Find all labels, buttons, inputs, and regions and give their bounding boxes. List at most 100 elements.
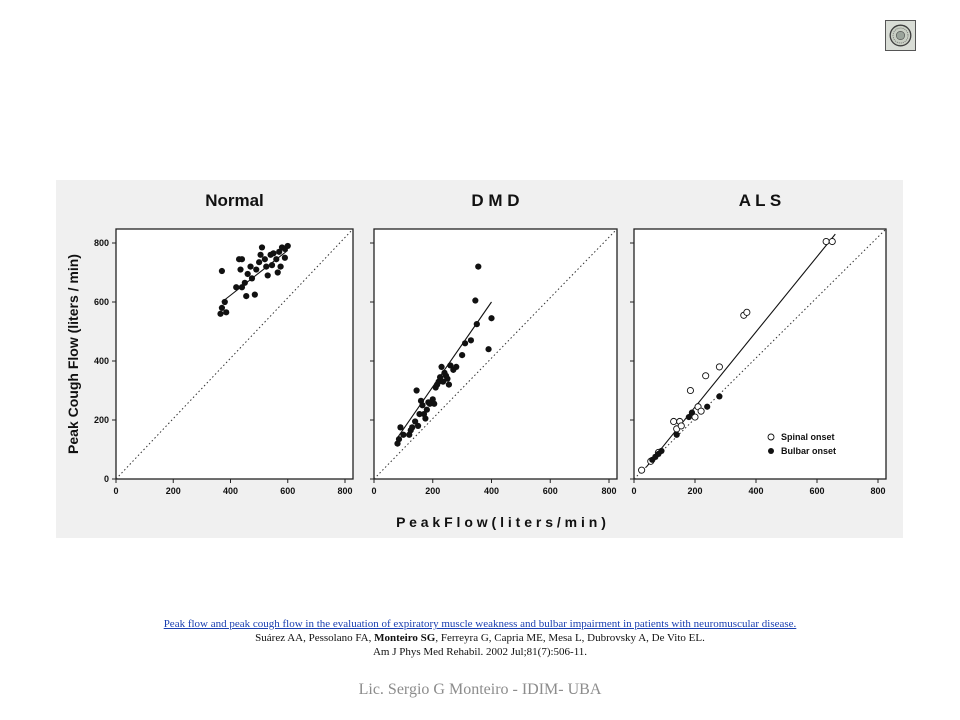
data-point <box>223 309 230 316</box>
y-tick-label: 600 <box>94 297 109 307</box>
data-point <box>447 362 454 369</box>
y-tick-label: 400 <box>94 356 109 366</box>
data-point <box>217 310 224 317</box>
data-point <box>426 400 433 407</box>
y-tick-label: 200 <box>94 415 109 425</box>
citation-block: Peak flow and peak cough flow in the eva… <box>40 617 920 659</box>
data-point-spinal <box>822 237 830 246</box>
legend-label-bulbar: Bulbar onset <box>781 446 836 456</box>
x-tick-label: 200 <box>687 486 702 496</box>
x-tick-label: 0 <box>631 486 636 496</box>
data-point <box>397 424 404 431</box>
y-tick-label: 800 <box>94 238 109 248</box>
data-point <box>244 270 251 278</box>
x-tick-label: 800 <box>601 486 616 496</box>
x-tick-label: 400 <box>748 486 763 496</box>
data-point <box>413 387 420 394</box>
data-point <box>277 263 284 270</box>
data-point-bulbar <box>716 393 723 400</box>
data-point <box>475 263 482 270</box>
data-point <box>461 340 469 347</box>
data-point <box>431 400 438 407</box>
data-point-bulbar <box>685 413 693 421</box>
data-point <box>218 304 226 311</box>
x-tick-label: 600 <box>809 486 824 496</box>
data-point <box>453 363 460 370</box>
x-tick-label: 200 <box>166 486 181 496</box>
authors-before: Suárez AA, Pessolano FA, <box>255 632 375 644</box>
data-point <box>253 266 260 273</box>
authors-after: , Ferreyra G, Capria ME, Mesa L, Dubrovs… <box>435 632 705 644</box>
data-point <box>218 267 226 275</box>
x-tick-label: 600 <box>280 486 295 496</box>
data-point <box>284 242 291 250</box>
data-point <box>445 381 453 388</box>
data-point <box>409 424 416 431</box>
data-point-spinal <box>670 417 678 426</box>
data-point <box>243 293 250 300</box>
data-point <box>395 436 403 443</box>
data-point <box>257 251 264 258</box>
data-point <box>268 262 276 269</box>
data-point-bulbar <box>673 431 680 438</box>
data-point <box>419 402 426 409</box>
data-point-bulbar <box>688 409 696 416</box>
data-point-spinal <box>743 308 751 316</box>
data-point <box>438 363 445 370</box>
footer-credit: Lic. Sergio G Monteiro - IDIM- UBA <box>358 681 602 698</box>
data-point-bulbar <box>704 403 711 410</box>
identity-line <box>633 228 887 480</box>
data-point <box>473 321 480 328</box>
data-point-spinal <box>677 422 685 430</box>
panel-frame <box>373 228 618 480</box>
data-point <box>247 263 254 270</box>
data-point <box>221 298 228 306</box>
y-tick-label: 0 <box>104 474 109 484</box>
data-point-spinal <box>686 386 694 395</box>
data-point <box>422 415 429 422</box>
data-point <box>238 256 246 263</box>
data-point <box>238 284 246 291</box>
authors-line: Suárez AA, Pessolano FA, Monteiro SG, Fe… <box>40 631 920 645</box>
x-tick-label: 400 <box>484 486 499 496</box>
data-point <box>261 256 268 263</box>
legend-label-spinal: Spinal onset <box>781 432 835 442</box>
data-point <box>264 272 271 279</box>
data-point <box>459 352 466 359</box>
data-point <box>251 291 258 298</box>
data-point-spinal <box>638 466 646 474</box>
panel-title: Normal <box>205 191 264 210</box>
data-point <box>256 259 263 266</box>
x-tick-label: 200 <box>425 486 440 496</box>
author-highlight: Monteiro SG <box>374 632 436 644</box>
x-tick-label: 800 <box>337 486 352 496</box>
data-point-bulbar <box>658 447 665 455</box>
data-point <box>263 263 270 270</box>
x-tick-label: 600 <box>543 486 558 496</box>
x-tick-label: 800 <box>870 486 885 496</box>
panel-title: A L S <box>739 191 782 210</box>
article-title-link[interactable]: Peak flow and peak cough flow in the eva… <box>163 618 797 630</box>
data-point <box>248 275 256 282</box>
x-tick-label: 0 <box>113 486 118 496</box>
data-point-spinal <box>702 372 710 380</box>
figure-scatter-panels: Normal 0 200 400 600 800 0 200 400 600 800 D M D 0 20… <box>56 180 903 538</box>
data-point <box>400 431 407 438</box>
data-point <box>472 297 479 304</box>
data-point <box>241 279 248 286</box>
data-point-spinal <box>828 237 836 246</box>
data-point <box>274 269 281 276</box>
data-point <box>467 337 475 344</box>
data-point <box>237 266 244 273</box>
data-point <box>485 346 492 353</box>
data-point <box>414 422 422 429</box>
x-tick-label: 400 <box>223 486 238 496</box>
data-point <box>444 375 451 382</box>
figure-svg: Normal 0 200 400 600 800 0 200 400 600 800 D M D 0 20… <box>65 191 887 530</box>
data-point <box>423 406 430 413</box>
data-point <box>488 315 495 322</box>
data-point <box>273 256 280 263</box>
legend-marker-bulbar <box>768 448 774 454</box>
data-point <box>276 248 283 255</box>
data-point <box>439 378 447 385</box>
